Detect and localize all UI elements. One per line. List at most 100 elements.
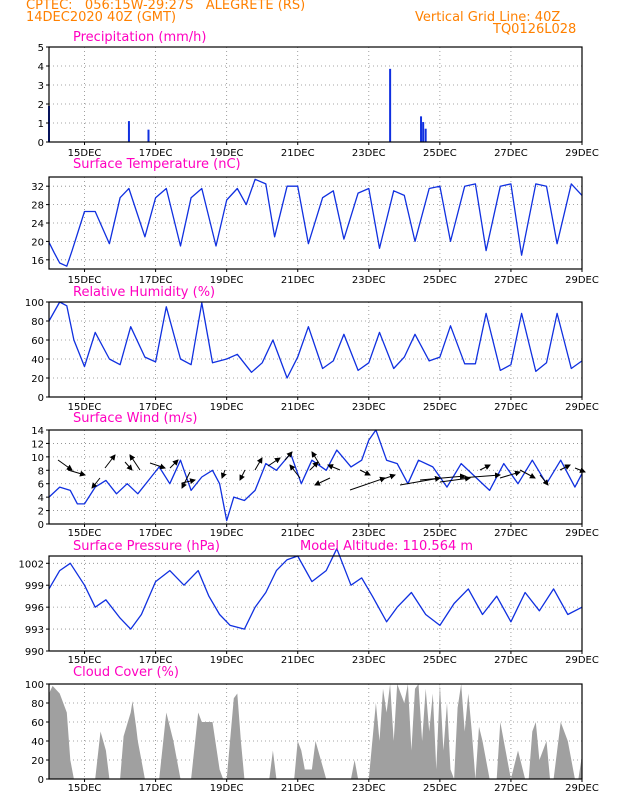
x-tick-label: 21DEC [281,783,315,794]
panel-frame [48,555,583,652]
y-tick-label: 60 [31,336,44,347]
y-tick-label: 32 [31,182,44,193]
x-tick-label: 29DEC [565,275,599,286]
x-tick-label: 25DEC [423,655,457,666]
y-tick-label: 20 [31,237,44,248]
x-tick-label: 27DEC [494,402,528,413]
panel-frame [48,429,583,525]
model-altitude-label: Model Altitude: 110.564 m [300,539,473,554]
y-tick-label: 4 [38,62,44,73]
y-tick-label: 20 [31,374,44,385]
wind-arrow [327,464,341,471]
y-tick-label: 1002 [19,559,44,570]
wind-arrow [379,473,396,481]
wind-arrow [57,459,73,471]
x-tick-label: 21DEC [281,148,315,159]
wind-arrow [559,464,571,471]
y-tick-label: 20 [31,756,44,767]
header-station: CPTEC: 056:15W-29:27S ALEGRETE (RS) [26,0,306,13]
y-tick-label: 3 [38,81,44,92]
x-tick-label: 25DEC [423,402,457,413]
y-tick-label: 6 [38,480,44,491]
y-tick-label: 28 [31,201,44,212]
x-tick-label: 23DEC [352,783,386,794]
x-tick-label: 19DEC [210,275,244,286]
x-tick-label: 17DEC [139,783,173,794]
y-tick-label: 0 [38,138,44,149]
y-tick-label: 5 [38,43,44,54]
wind-arrow [314,477,331,486]
wind-arrow [439,475,471,483]
x-tick-label: 21DEC [281,655,315,666]
y-tick-label: 60 [31,718,44,729]
wind-arrow [309,461,319,471]
wind-arrow [104,454,116,469]
wind-arrow [479,464,491,471]
x-tick-label: 29DEC [565,402,599,413]
header-date: 14DEC2020 40Z (GMT) [26,10,177,25]
x-tick-label: 23DEC [352,275,386,286]
y-tick-label: 12 [31,439,44,450]
y-tick-label: 0 [38,520,44,531]
panel-frame [48,683,583,780]
wind-arrow [311,451,321,466]
x-tick-label: 21DEC [281,402,315,413]
wind-arrow [239,469,246,481]
wind-arrow [254,457,263,471]
x-tick-label: 27DEC [494,148,528,159]
cloud-area [49,684,582,779]
temp-title: Surface Temperature (nC) [73,157,241,172]
precip-panel: 0 1 2 3 4 5 15DEC 17DEC 19DEC 21DEC 23DEC 25DEC 27DE… [38,30,599,159]
y-tick-label: 80 [31,317,44,328]
wind-arrow [267,457,281,467]
y-tick-label: 0 [38,393,44,404]
panel-frame [48,301,583,398]
precip-bar [147,129,150,142]
y-tick-label: 10 [31,453,44,464]
wind-arrow [499,470,521,479]
pres-line [48,548,583,630]
x-tick-label: 17DEC [139,528,173,539]
precip-bar [389,68,392,142]
wind-arrow [67,469,86,477]
y-tick-label: 1 [38,119,44,130]
x-tick-label: 19DEC [210,528,244,539]
panel-frame [48,46,583,143]
x-tick-label: 15DEC [68,528,102,539]
y-tick-label: 100 [25,298,44,309]
precip-bar [420,116,423,142]
rh-line [48,301,583,379]
y-tick-label: 0 [38,775,44,786]
x-tick-label: 17DEC [139,402,173,413]
y-tick-label: 40 [31,355,44,366]
wind-arrow [574,467,586,473]
wind-arrow [349,476,386,491]
x-tick-label: 19DEC [210,783,244,794]
x-tick-label: 23DEC [352,402,386,413]
y-tick-label: 8 [38,466,44,477]
wind-arrow [289,464,301,479]
x-tick-label: 19DEC [210,402,244,413]
x-tick-label: 27DEC [494,783,528,794]
x-tick-label: 17DEC [139,275,173,286]
rh-title: Relative Humidity (%) [73,285,215,300]
x-tick-label: 21DEC [281,275,315,286]
x-tick-label: 17DEC [139,148,173,159]
x-tick-label: 15DEC [68,655,102,666]
y-tick-label: 996 [25,603,44,614]
x-tick-label: 27DEC [494,655,528,666]
wind-arrow [149,462,166,470]
x-tick-label: 27DEC [494,275,528,286]
precip-bar [422,122,425,142]
header-model-code: TQ0126L028 [493,22,577,37]
wind-arrow [359,469,371,476]
header-grid-line: Vertical Grid Line: 40Z [415,10,561,25]
y-tick-label: 4 [38,493,44,504]
y-tick-label: 40 [31,737,44,748]
wind-title: Surface Wind (m/s) [73,411,197,426]
wind-panel: 0 2 4 6 8 10 12 14 15DEC 17DEC 19DEC 21DEC 23DEC 25DE… [31,411,599,539]
y-tick-label: 100 [25,680,44,691]
x-tick-label: 15DEC [68,275,102,286]
x-tick-label: 25DEC [423,783,457,794]
